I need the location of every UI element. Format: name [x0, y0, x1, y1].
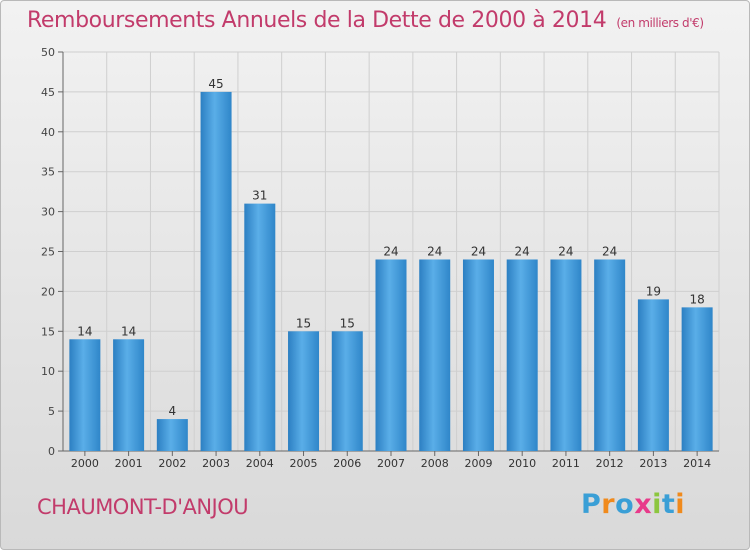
data-label: 4 [169, 404, 177, 418]
bar [156, 419, 188, 451]
chart-title: Remboursements Annuels de la Dette de 20… [27, 8, 704, 33]
bar [288, 331, 320, 451]
bar [331, 331, 363, 451]
place-name: CHAUMONT-D'ANJOU [37, 495, 249, 519]
y-tick-label: 15 [41, 325, 55, 338]
bar [637, 299, 669, 451]
labels: 2000 14 2001 14 2002 4 2003 45 2004 31 2005 15 2006 1… [71, 77, 711, 470]
y-tick-label: 5 [48, 405, 55, 418]
data-label: 24 [427, 244, 442, 258]
data-label: 14 [121, 324, 136, 338]
data-label: 24 [471, 244, 486, 258]
x-tick-label: 2009 [464, 457, 492, 470]
x-tick-label: 2007 [377, 457, 405, 470]
data-label: 14 [77, 324, 92, 338]
bar [244, 203, 276, 451]
x-tick-label: 2004 [246, 457, 274, 470]
logo-letter: i [675, 489, 686, 520]
y-tick-label: 25 [41, 246, 55, 259]
y-tick-label: 0 [48, 445, 55, 458]
logo-letter: r [601, 489, 616, 520]
logo-letter: x [634, 489, 653, 520]
y-tick-label: 10 [41, 365, 55, 378]
x-tick-label: 2001 [115, 457, 143, 470]
data-label: 45 [208, 77, 223, 91]
logo-letter: P [581, 489, 602, 520]
data-label: 18 [689, 292, 704, 306]
bar [594, 259, 626, 451]
y-tick-label: 20 [41, 285, 55, 298]
x-tick-label: 2005 [290, 457, 318, 470]
bar [113, 339, 145, 451]
x-tick-label: 2013 [639, 457, 667, 470]
data-label: 24 [383, 244, 398, 258]
x-tick-label: 2002 [158, 457, 186, 470]
data-label: 24 [515, 244, 530, 258]
chart-subtitle: (en milliers d'€) [616, 16, 704, 30]
bar [69, 339, 101, 451]
data-label: 24 [558, 244, 573, 258]
data-label: 15 [296, 316, 311, 330]
y-tick-label: 40 [41, 126, 55, 139]
data-label: 31 [252, 189, 267, 203]
bar [462, 259, 494, 451]
bar [550, 259, 582, 451]
data-label: 15 [340, 316, 355, 330]
x-tick-label: 2003 [202, 457, 230, 470]
x-tick-label: 2012 [596, 457, 624, 470]
bar [200, 91, 232, 452]
x-tick-label: 2010 [508, 457, 536, 470]
y-tick-label: 50 [41, 46, 55, 59]
logo-letter: t [661, 489, 676, 520]
bar [375, 259, 407, 451]
y-tick-label: 35 [41, 166, 55, 179]
x-tick-label: 2008 [421, 457, 449, 470]
x-tick-label: 2006 [333, 457, 361, 470]
proxiti-logo[interactable]: Proxiti [581, 489, 685, 520]
bar [506, 259, 538, 451]
x-tick-label: 2014 [683, 457, 711, 470]
bar [681, 307, 713, 451]
title-text: Remboursements Annuels de la Dette de 20… [27, 8, 607, 33]
y-tick-label: 45 [41, 86, 55, 99]
data-label: 19 [646, 284, 661, 298]
bar [419, 259, 451, 451]
data-label: 24 [602, 244, 617, 258]
x-tick-label: 2000 [71, 457, 99, 470]
y-tick-label: 30 [41, 206, 55, 219]
x-tick-label: 2011 [552, 457, 580, 470]
logo-letter: o [615, 489, 635, 520]
bars [69, 91, 713, 452]
logo-letter: i [652, 489, 662, 520]
